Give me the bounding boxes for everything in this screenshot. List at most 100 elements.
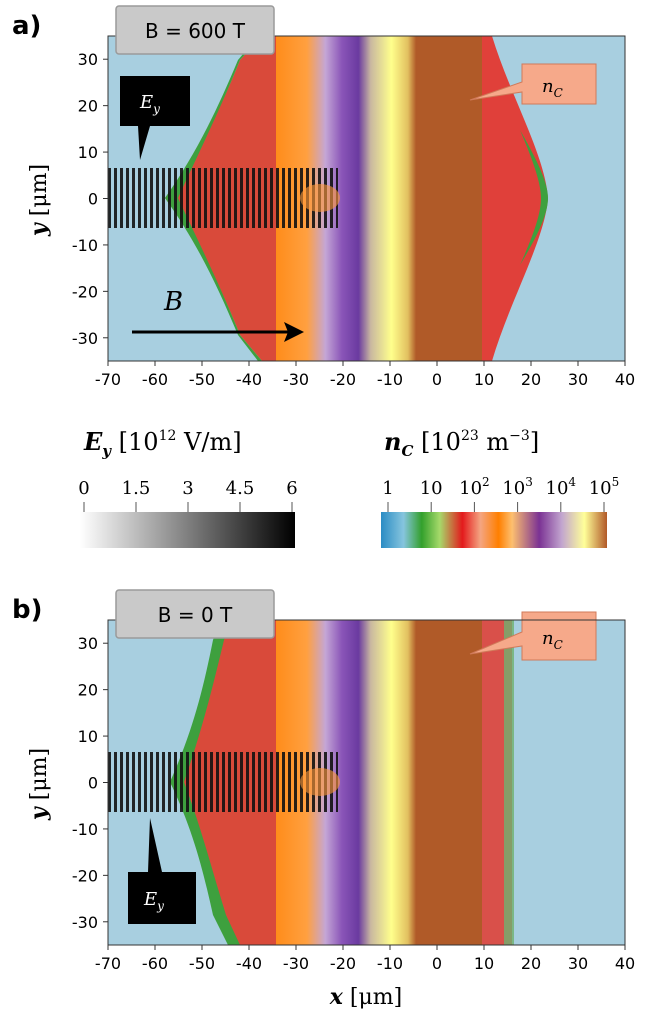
y-tick-label: -10 (72, 820, 98, 839)
panel-a-b-label: B (163, 287, 183, 317)
x-tick-label: 40 (615, 954, 635, 973)
nc-tick-label: 105 (589, 475, 620, 499)
x-tick-label: -70 (95, 370, 121, 389)
x-tick-label: 0 (432, 954, 442, 973)
x-tick-label: 10 (474, 954, 494, 973)
panel-b-nc-sub: C (554, 638, 563, 652)
panel-a-laser-pulse (108, 168, 338, 228)
panel-b-ey-symbol: E (143, 889, 157, 910)
panel-b-x-label: x [μm] (329, 984, 402, 1010)
panel-b-plot: Ey nC (107, 611, 626, 946)
x-tick-label: -40 (236, 954, 262, 973)
x-tick-label: 30 (568, 370, 588, 389)
ey-colorbar-unit-exp: 12 (159, 428, 177, 444)
x-tick-label: -20 (330, 954, 356, 973)
y-tick-label: -30 (72, 329, 98, 348)
panel-a-y-axis: 30 20 10 0 -10 -20 -30 (72, 50, 108, 348)
svg-text:Ey [1012 V/m]: Ey [1012 V/m] (83, 427, 242, 460)
panel-a-letter: a) (12, 11, 41, 41)
x-tick-label: -50 (189, 954, 215, 973)
x-tick-label: -60 (142, 954, 168, 973)
panel-a-ey-callout: Ey (120, 76, 190, 160)
nc-colorbar-unit-exp2: −3 (509, 428, 530, 444)
panel-a-nc-sub: C (554, 86, 563, 100)
nc-tick-label: 1 (382, 478, 393, 499)
panel-a-b-arrow: B (132, 287, 304, 342)
ey-colorbar-symbol: E (83, 427, 103, 456)
x-tick-label: -40 (236, 370, 262, 389)
panel-a-field-label: B = 600 T (145, 19, 246, 43)
x-tick-label: 0 (432, 370, 442, 389)
x-tick-label: -30 (283, 370, 309, 389)
nc-colorbar-unit-exp: 23 (461, 428, 479, 444)
x-tick-label: 10 (474, 370, 494, 389)
panel-a-x-axis: -70 -60 -50 -40 -30 -20 -10 0 10 20 30 40 (95, 361, 635, 389)
nc-colorbar-gradient (381, 512, 607, 548)
panel-a-nc-symbol: n (542, 76, 554, 97)
y-tick-label: 30 (78, 50, 98, 69)
y-tick-label: -30 (72, 913, 98, 932)
nc-colorbar-sub: C (401, 442, 413, 460)
nc-colorbar: nC [1023 m−3] 1 10 102 103 104 105 (381, 427, 619, 548)
y-tick-label: 10 (78, 143, 98, 162)
ey-tick-label: 3 (182, 478, 193, 499)
y-tick-label: 0 (88, 190, 98, 209)
nc-tick-label: 103 (502, 475, 533, 499)
panel-a-field-box: B = 600 T (115, 5, 275, 55)
panel-a-nc-callout: nC (469, 63, 597, 105)
panel-a-y-label: y [μm] (26, 164, 52, 237)
svg-text:Ey: Ey (139, 92, 160, 116)
nc-colorbar-unit-suffix: ] (530, 428, 539, 456)
ey-colorbar: Ey [1012 V/m] 0 1.5 3 4.5 6 (78, 427, 298, 548)
y-tick-label: -20 (72, 282, 98, 301)
panel-a-laser-tip (300, 184, 340, 212)
nc-tick-label: 10 (420, 478, 443, 499)
ey-colorbar-unit-suffix: V/m] (176, 428, 241, 456)
ey-tick-label: 6 (286, 478, 297, 499)
ey-colorbar-gradient (80, 512, 295, 548)
nc-colorbar-ticks: 1 10 102 103 104 105 (382, 475, 619, 512)
y-tick-label: -20 (72, 866, 98, 885)
y-tick-label: 30 (78, 634, 98, 653)
panel-b-field-label: B = 0 T (158, 603, 233, 627)
panel-b-expansion-right-edge (504, 620, 514, 945)
nc-colorbar-unit-prefix: [10 (421, 428, 461, 456)
ey-tick-label: 1.5 (122, 478, 151, 499)
panel-b-ey-sub: y (156, 899, 164, 913)
nc-tick-label: 102 (459, 475, 490, 499)
y-tick-label: 0 (88, 774, 98, 793)
panel-a-bulge-right-edge (520, 130, 548, 265)
panel-b-y-label: y [μm] (26, 748, 52, 821)
ey-colorbar-unit-prefix: [10 (119, 428, 159, 456)
x-tick-label: -10 (377, 954, 403, 973)
svg-text:nC: nC (542, 76, 563, 100)
svg-text:Ey: Ey (143, 889, 164, 913)
y-tick-label: 20 (78, 97, 98, 116)
ey-colorbar-ticks: 0 1.5 3 4.5 6 (78, 478, 298, 512)
ey-tick-label: 4.5 (226, 478, 255, 499)
nc-colorbar-unit-mid: m (479, 428, 510, 456)
ey-tick-label: 0 (78, 478, 89, 499)
x-tick-label: -50 (189, 370, 215, 389)
svg-text:nC [1023 m−3]: nC [1023 m−3] (384, 427, 539, 460)
x-tick-label: -70 (95, 954, 121, 973)
x-tick-label: -30 (283, 954, 309, 973)
panel-a-plot: Ey nC B (107, 35, 626, 362)
panel-b-nc-symbol: n (542, 628, 554, 649)
panel-b: b) Ey nC (12, 589, 635, 1010)
panel-b-x-axis: -70 -60 -50 -40 -30 -20 -10 0 10 20 30 40 (95, 945, 635, 973)
y-tick-label: 20 (78, 681, 98, 700)
panel-b-field-box: B = 0 T (115, 589, 275, 639)
y-tick-label: 10 (78, 727, 98, 746)
nc-tick-label: 104 (546, 475, 577, 499)
panel-b-laser-tip (300, 768, 340, 796)
panel-a-ey-sub: y (152, 102, 160, 116)
panel-a-ey-symbol: E (139, 92, 153, 113)
x-tick-label: 20 (521, 954, 541, 973)
panel-a: a) Ey (12, 5, 635, 389)
ey-colorbar-sub: y (101, 442, 112, 460)
x-tick-label: 20 (521, 370, 541, 389)
svg-text:nC: nC (542, 628, 563, 652)
panel-b-y-axis: 30 20 10 0 -10 -20 -30 (72, 634, 108, 932)
